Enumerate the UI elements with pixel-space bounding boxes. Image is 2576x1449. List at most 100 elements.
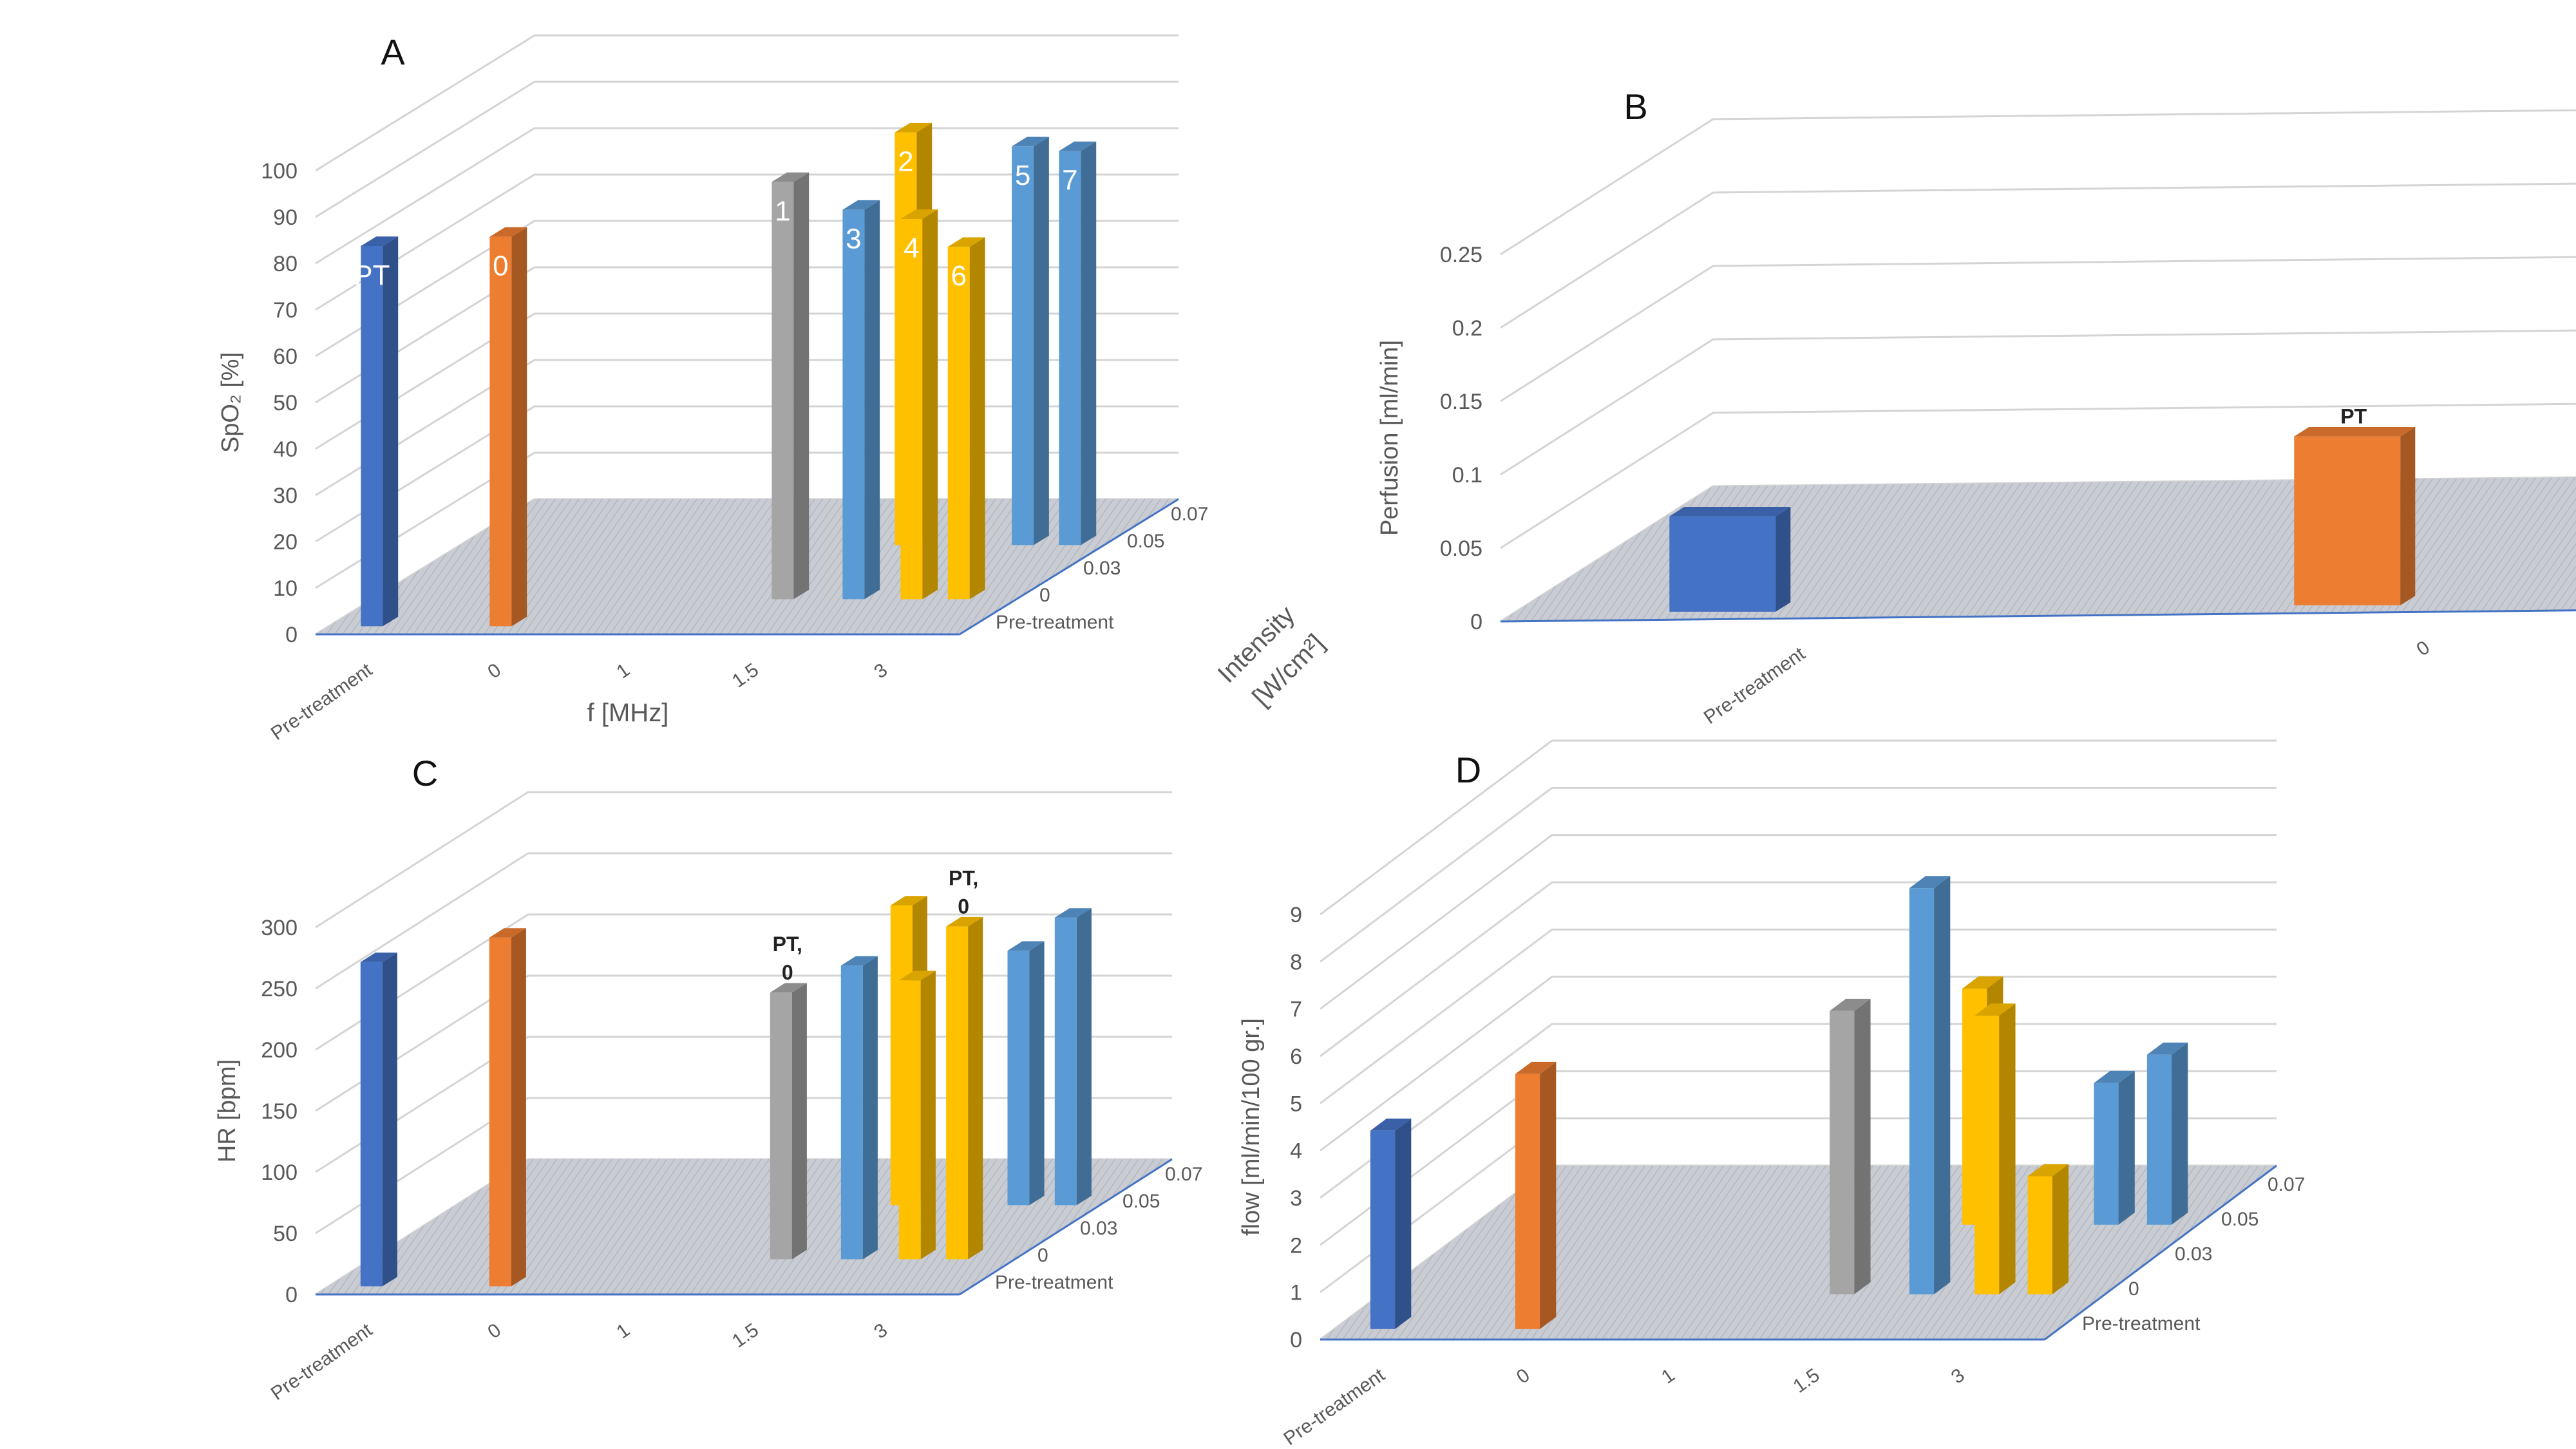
bar-b-Pre-treatment-Pre-treatment — [1669, 507, 1791, 612]
bar-c-1_5-0_07 — [840, 956, 878, 1260]
y-tick-label: 100 — [261, 159, 298, 184]
gridline — [1500, 109, 2576, 256]
bar-a-3-0_05: 5 — [1012, 137, 1049, 545]
x-tick-label: Pre-treatment — [267, 1319, 377, 1405]
bar-top-face — [898, 971, 936, 981]
bar-c-1_5-0_03: PT, 0 — [770, 933, 807, 1260]
bar-d-3-0_07 — [2027, 1164, 2069, 1294]
bar-annotation-label: PT — [354, 260, 390, 291]
y-tick-label: 0.25 — [1440, 243, 1482, 267]
gridline — [1320, 739, 2277, 916]
bar-side-face — [2052, 1164, 2069, 1294]
bar-front-face — [1975, 1016, 2000, 1294]
y-tick-label: 50 — [273, 391, 298, 415]
bar-annotation-label: PT, — [949, 867, 978, 890]
bar-top-face — [489, 928, 526, 938]
bar-top-face — [1059, 141, 1097, 151]
x-tick-label: 0 — [2412, 637, 2434, 661]
bar-front-face — [1909, 888, 1935, 1294]
bar-top-face — [947, 237, 985, 247]
bar-side-face — [968, 916, 983, 1260]
bar-c-3-0_07: PT, 0 — [946, 867, 983, 1260]
depth-tick-label: 0 — [1037, 1245, 1048, 1266]
bar-a-3-0_03: 4 — [900, 209, 938, 600]
y-tick-label: 10 — [273, 576, 298, 601]
gridline — [315, 173, 1179, 311]
panel-b-perfusion-chart: 0 0.05 0.1 0.15 0.2 0.25 Perfusion [ml/min] Pre… — [1376, 86, 2576, 728]
bar-top-face — [2146, 1042, 2188, 1055]
bar-a-3-0_07: 6 — [947, 237, 985, 600]
y-tick-label: 20 — [273, 530, 298, 554]
gridline — [1500, 402, 2576, 549]
bar-annotation-label: 0 — [958, 895, 969, 918]
bar-top-face — [1909, 876, 1951, 889]
bar-front-face — [1007, 951, 1030, 1206]
bar-front-face — [842, 209, 865, 600]
gridline — [1320, 786, 2277, 963]
x-axis-title: f [MHz] — [587, 699, 669, 727]
y-tick-label: 40 — [273, 437, 298, 462]
bar-a-0-Pre-treatment: 0 — [489, 227, 527, 627]
bar-top-face — [361, 236, 399, 246]
bar-c-3-0_03 — [898, 971, 936, 1260]
bar-annotation-label: 0 — [493, 251, 508, 282]
y-tick-label: 0 — [285, 1283, 298, 1307]
bar-a-1_5-0_03: 1 — [772, 172, 810, 600]
gridline — [1320, 976, 2277, 1151]
x-tick-label: 1.5 — [1789, 1365, 1823, 1397]
bar-annotation-label: 2 — [898, 146, 913, 178]
bar-front-face — [361, 246, 383, 627]
gridline — [315, 359, 1179, 497]
bar-c-3-0_07 — [1054, 908, 1092, 1206]
bar-top-face — [360, 952, 397, 962]
bar-side-face — [1034, 137, 1049, 545]
x-tick-label: 0 — [484, 659, 505, 683]
y-tick-label: 4 — [1290, 1139, 1302, 1164]
bar-front-face — [1669, 516, 1776, 612]
bar-top-face — [895, 122, 933, 133]
depth-axis-line — [959, 498, 1179, 636]
depth-tick-label: 0.05 — [1122, 1191, 1160, 1212]
y-tick-label: 1 — [1290, 1281, 1302, 1305]
bar-top-face — [1370, 1118, 1412, 1131]
y-axis-title: flow [ml/min/100 gr.] — [1238, 1018, 1265, 1236]
y-tick-label: 90 — [273, 205, 298, 230]
x-tick-label: 0 — [1513, 1365, 1534, 1388]
gridline — [315, 127, 1179, 265]
bar-side-face — [791, 983, 807, 1260]
bar-top-face — [1962, 976, 2003, 989]
bar-front-face — [898, 980, 921, 1260]
bar-top-face — [946, 916, 983, 927]
y-tick-label: 6 — [1290, 1045, 1302, 1069]
bar-front-face — [1515, 1074, 1540, 1329]
depth-tick-label: 0.03 — [2175, 1244, 2212, 1265]
y-tick-label: 300 — [261, 916, 298, 940]
bar-annotation-label: 3 — [846, 223, 861, 255]
bar-front-face — [1059, 151, 1081, 545]
y-tick-label: 50 — [273, 1222, 298, 1246]
x-tick-label: 1 — [612, 659, 634, 683]
x-tick-label: Pre-treatment — [267, 659, 377, 744]
depth-tick-label: Pre-treatment — [2082, 1313, 2201, 1334]
x-tick-label: 3 — [870, 659, 891, 683]
bar-front-face — [1054, 917, 1077, 1206]
bar-annotation-label: 7 — [1062, 164, 1077, 196]
bar-top-face — [489, 227, 527, 237]
bar-side-face — [2172, 1042, 2188, 1225]
bar-side-face — [922, 209, 938, 600]
depth-tick-label: 0.07 — [1165, 1164, 1202, 1185]
bar-front-face — [840, 965, 863, 1260]
bar-side-face — [2118, 1070, 2135, 1225]
y-tick-label: 0 — [1470, 610, 1482, 634]
bar-annotation-label: PT — [2340, 405, 2367, 428]
bar-d-0-Pre-treatment — [1515, 1061, 1557, 1329]
depth-tick-label: 0.03 — [1083, 558, 1121, 579]
bar-d-3-0_07 — [2146, 1042, 2188, 1225]
y-tick-label: 0 — [285, 623, 298, 647]
depth-tick-label: Pre-treatment — [996, 612, 1114, 633]
bar-side-face — [1076, 908, 1092, 1206]
y-tick-label: 70 — [273, 298, 298, 323]
bar-front-face — [1012, 146, 1034, 545]
gridline — [1320, 834, 2277, 1010]
